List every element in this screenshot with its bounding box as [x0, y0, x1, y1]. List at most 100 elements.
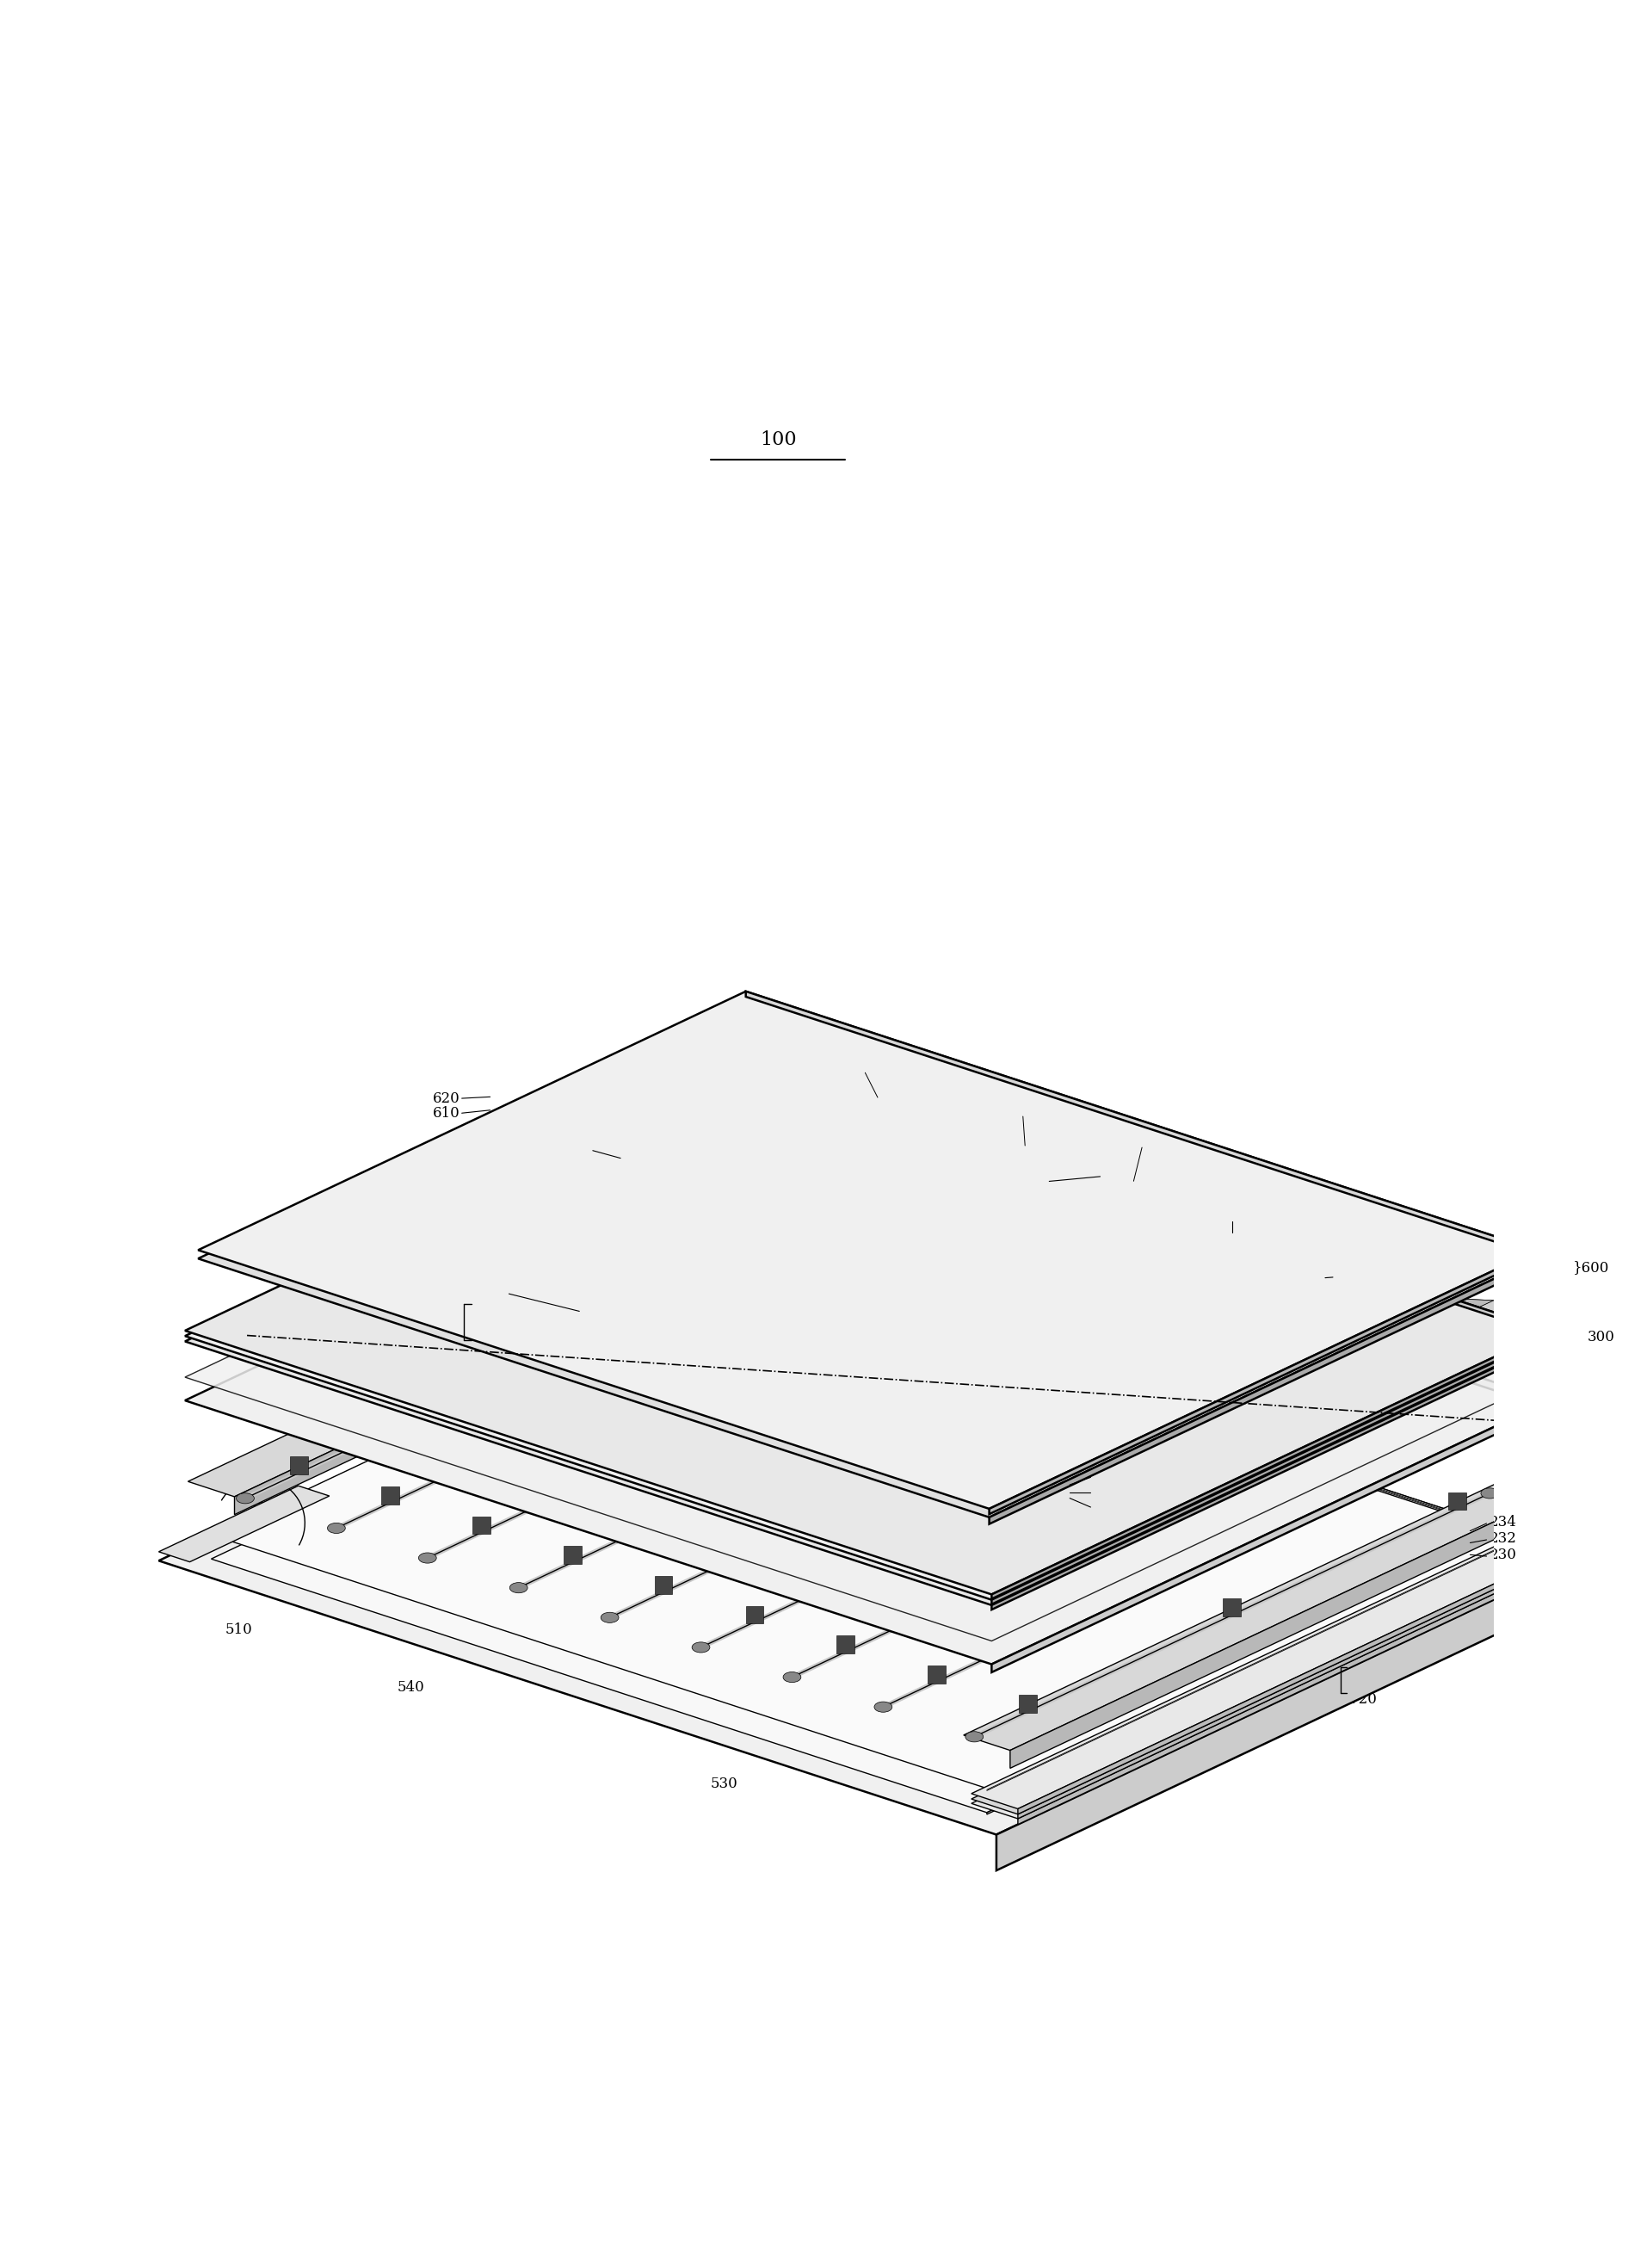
Polygon shape	[184, 1073, 1550, 1599]
Polygon shape	[184, 1114, 1550, 1642]
Ellipse shape	[1024, 1338, 1043, 1349]
Text: 232: 232	[1489, 1531, 1517, 1547]
Ellipse shape	[751, 1250, 769, 1261]
FancyBboxPatch shape	[1267, 1433, 1285, 1452]
Ellipse shape	[509, 1583, 527, 1592]
Polygon shape	[743, 1086, 1614, 1381]
Polygon shape	[1469, 1325, 1575, 1356]
Polygon shape	[748, 1306, 1523, 1560]
Polygon shape	[738, 1286, 1576, 1597]
Text: }700: }700	[1349, 1674, 1387, 1690]
Polygon shape	[1227, 1245, 1332, 1279]
Text: 530: 530	[710, 1776, 738, 1792]
Ellipse shape	[934, 1309, 952, 1320]
Polygon shape	[1349, 1275, 1453, 1329]
Polygon shape	[1388, 1300, 1494, 1331]
Polygon shape	[865, 1116, 968, 1170]
Polygon shape	[198, 991, 1537, 1508]
Polygon shape	[1509, 1540, 1555, 1560]
Text: 610: 610	[433, 1107, 460, 1120]
Text: }600: }600	[1573, 1261, 1609, 1275]
Polygon shape	[748, 1306, 1523, 1560]
Polygon shape	[996, 1560, 1576, 1871]
Ellipse shape	[418, 1554, 436, 1563]
Ellipse shape	[1117, 1370, 1135, 1379]
Polygon shape	[972, 1540, 1555, 1810]
Polygon shape	[1533, 1325, 1614, 1352]
Polygon shape	[991, 1340, 1550, 1610]
Ellipse shape	[328, 1522, 346, 1533]
FancyBboxPatch shape	[950, 1508, 967, 1526]
FancyBboxPatch shape	[677, 1420, 693, 1438]
Text: 510: 510	[226, 1622, 252, 1637]
FancyBboxPatch shape	[993, 1343, 1011, 1361]
Polygon shape	[990, 1259, 1537, 1524]
Polygon shape	[904, 1141, 1010, 1173]
Polygon shape	[972, 1545, 1555, 1814]
FancyBboxPatch shape	[768, 1449, 786, 1467]
Text: I: I	[352, 1349, 357, 1365]
Polygon shape	[1049, 1166, 1130, 1193]
Polygon shape	[746, 1000, 1537, 1266]
Polygon shape	[743, 1066, 1550, 1336]
Polygon shape	[991, 1399, 1550, 1672]
Text: 220: 220	[432, 1286, 460, 1300]
Polygon shape	[1146, 1220, 1252, 1252]
Polygon shape	[1308, 1272, 1413, 1304]
Text: 550: 550	[1313, 1696, 1341, 1712]
Polygon shape	[1509, 1549, 1555, 1572]
Polygon shape	[945, 1143, 1049, 1198]
FancyBboxPatch shape	[1176, 1404, 1192, 1420]
Ellipse shape	[692, 1642, 710, 1653]
Text: }200: }200	[423, 1318, 460, 1334]
Polygon shape	[746, 991, 1537, 1256]
Ellipse shape	[875, 1701, 893, 1712]
FancyBboxPatch shape	[858, 1479, 876, 1497]
Text: 520: 520	[249, 1501, 277, 1515]
Polygon shape	[234, 1243, 771, 1515]
Text: 300: 300	[1588, 1329, 1616, 1345]
Polygon shape	[158, 1286, 1576, 1835]
Polygon shape	[211, 1281, 1523, 1789]
Text: 540: 540	[397, 1681, 425, 1694]
Text: 400: 400	[1326, 1277, 1352, 1290]
Polygon shape	[990, 1250, 1537, 1515]
Text: 620: 620	[433, 1091, 460, 1107]
Polygon shape	[743, 1073, 1550, 1340]
FancyBboxPatch shape	[654, 1576, 672, 1594]
Ellipse shape	[843, 1279, 861, 1290]
Polygon shape	[743, 1077, 1550, 1345]
FancyBboxPatch shape	[837, 1635, 855, 1653]
Ellipse shape	[1481, 1488, 1499, 1499]
Polygon shape	[188, 1227, 771, 1497]
Polygon shape	[987, 1558, 1523, 1814]
Polygon shape	[1026, 1168, 1130, 1222]
FancyBboxPatch shape	[1224, 1599, 1242, 1617]
Polygon shape	[184, 1077, 1550, 1606]
Text: 222: 222	[432, 1338, 460, 1352]
Polygon shape	[1010, 1497, 1547, 1769]
Ellipse shape	[1298, 1429, 1316, 1438]
Polygon shape	[1591, 1354, 1647, 1408]
FancyBboxPatch shape	[1084, 1372, 1102, 1390]
FancyBboxPatch shape	[563, 1547, 581, 1565]
Polygon shape	[1107, 1195, 1211, 1250]
Ellipse shape	[236, 1492, 254, 1504]
Polygon shape	[1430, 1300, 1533, 1356]
Polygon shape	[1018, 1556, 1555, 1814]
Polygon shape	[743, 1086, 848, 1120]
Polygon shape	[985, 1166, 1090, 1200]
Ellipse shape	[782, 1672, 800, 1683]
FancyBboxPatch shape	[720, 1254, 738, 1272]
Polygon shape	[1211, 1220, 1291, 1245]
FancyBboxPatch shape	[1449, 1492, 1466, 1510]
Ellipse shape	[965, 1730, 983, 1742]
Text: 412: 412	[840, 1061, 866, 1077]
Text: 212: 212	[1094, 1483, 1122, 1499]
Polygon shape	[198, 1000, 1537, 1517]
FancyBboxPatch shape	[290, 1456, 308, 1474]
Text: 418: 418	[562, 1143, 590, 1159]
Polygon shape	[824, 1114, 929, 1145]
FancyBboxPatch shape	[1041, 1540, 1059, 1558]
Polygon shape	[972, 1549, 1555, 1819]
